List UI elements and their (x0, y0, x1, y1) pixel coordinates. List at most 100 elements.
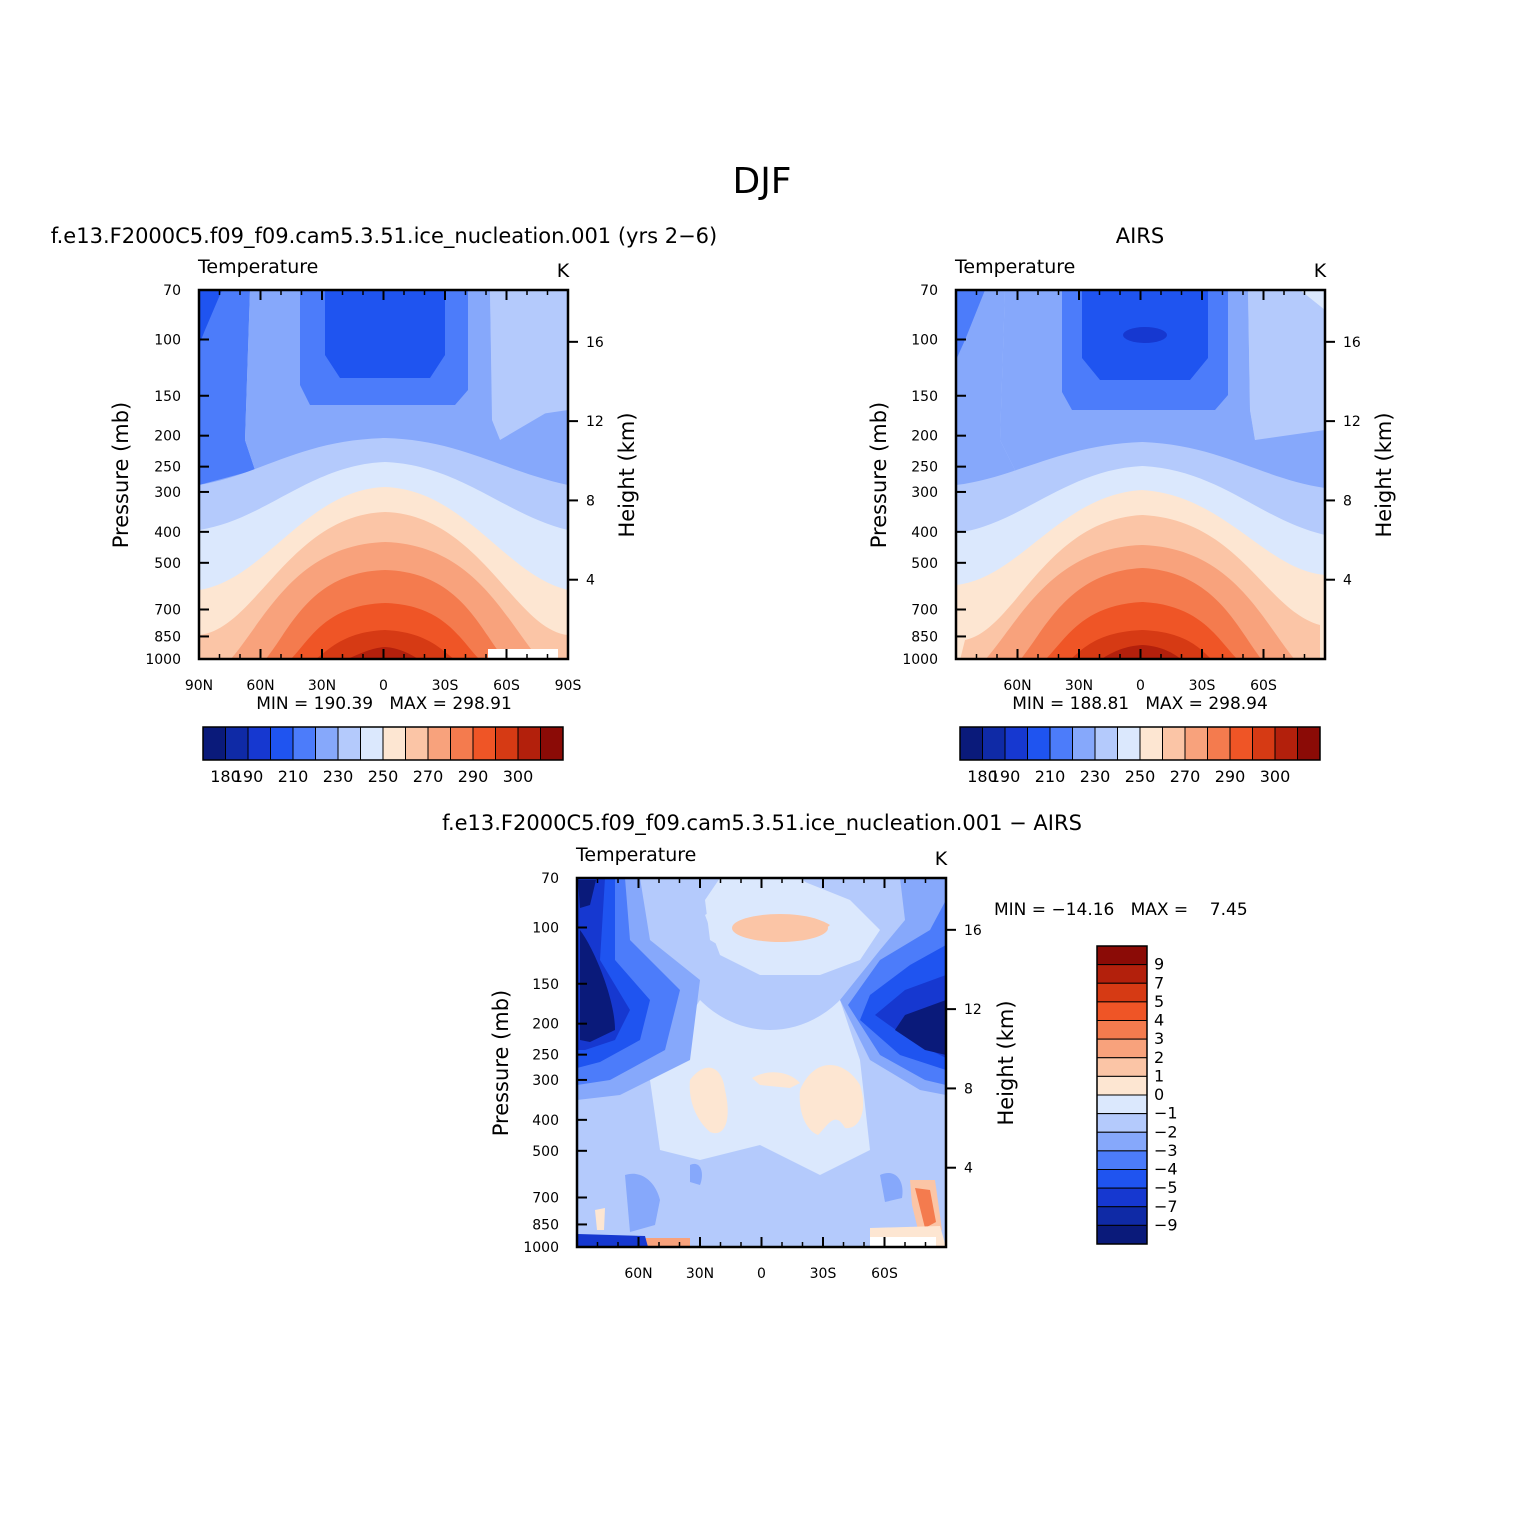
obs-y2-tick-label: 4 (1343, 573, 1352, 589)
obs-colorbar-label: 270 (1170, 767, 1201, 786)
diff-y-tick-label: 850 (532, 1217, 559, 1233)
diff-y2-tick-label: 16 (964, 923, 982, 939)
diff-colorbar-box (1096, 982, 1148, 1003)
diff-stats: MIN = −14.16 MAX = 7.45 (994, 900, 1248, 920)
obs-colorbar-box (1072, 726, 1096, 761)
model-y-tick-label: 500 (154, 556, 181, 572)
model-colorbar-label: 230 (323, 767, 354, 786)
model-y2-tick-label: 8 (586, 493, 595, 509)
obs-y-tick-label: 850 (911, 629, 938, 645)
diff-colorbar-box (1096, 1038, 1148, 1059)
model-colorbar-box (292, 726, 316, 761)
obs-x-tick-label: 0 (1136, 678, 1145, 694)
diff-colorbar-label: 5 (1154, 992, 1164, 1011)
obs-colorbar-box (1207, 726, 1231, 761)
model-colorbar-box (450, 726, 474, 761)
obs-colorbar-label: 300 (1260, 767, 1291, 786)
model-y-tick-label: 250 (154, 460, 181, 476)
obs-colorbar-box (1184, 726, 1208, 761)
diff-colorbar-box (1096, 1169, 1148, 1189)
obs-colorbar-box (982, 726, 1006, 761)
obs-y2label: Height (km) (1372, 412, 1396, 537)
model-x-tick-label: 0 (379, 678, 388, 694)
model-x-tick-label: 30S (432, 678, 459, 694)
obs-colorbar-label: 180 (967, 767, 998, 786)
diff-colorbar-label: 2 (1154, 1048, 1164, 1067)
diff-colorbar-box (1096, 1187, 1148, 1208)
obs-colorbar-box (1004, 726, 1028, 761)
obs-y-tick-label: 70 (920, 283, 938, 299)
model-colorbar-box (360, 726, 384, 761)
diff-x-tick-label: 0 (757, 1266, 766, 1282)
diff-y-tick-label: 100 (532, 920, 559, 936)
model-y-tick-label: 300 (154, 485, 181, 501)
model-y-tick-label: 850 (154, 629, 181, 645)
model-upper-right-light (490, 290, 568, 420)
diff-colorbar-label: 7 (1154, 973, 1164, 992)
model-y2-tick-label: 16 (586, 335, 604, 351)
model-colorbar-box (270, 726, 294, 761)
model-x-tick-label: 30N (308, 678, 336, 694)
diff-colorbar-box (1096, 964, 1148, 984)
diff-x-tick-label: 30S (810, 1266, 837, 1282)
model-colorbar-box (247, 726, 271, 761)
obs-colorbar-box (1139, 726, 1163, 761)
diff-y-tick-label: 1000 (523, 1240, 559, 1256)
diff-y2label: Height (km) (994, 1000, 1018, 1125)
model-colorbar-box (202, 726, 226, 761)
diff-y-tick-label: 70 (541, 871, 559, 887)
model-units-label: K (557, 260, 570, 282)
model-colorbar-label: 270 (413, 767, 444, 786)
diff-panel: f.e13.F2000C5.f09_f09.cam5.3.51.ice_nucl… (442, 811, 1248, 1282)
obs-colorbar-label: 210 (1035, 767, 1066, 786)
obs-stats: MIN = 188.81 MAX = 298.94 (1012, 694, 1268, 714)
diff-warm-spot-right (799, 1065, 864, 1135)
diff-colorbar-label: −7 (1154, 1197, 1178, 1216)
diff-y-tick-label: 400 (532, 1113, 559, 1129)
diff-colorbar-box (1096, 1020, 1148, 1040)
model-colorbar-box (382, 726, 406, 761)
diff-colorbar-box (1096, 1113, 1148, 1133)
diff-y-tick-label: 500 (532, 1144, 559, 1160)
diff-colorbar-box (1096, 1131, 1148, 1152)
diff-y-tick-label: 700 (532, 1191, 559, 1207)
model-y-tick-label: 100 (154, 332, 181, 348)
diff-colorbar-box (1096, 1057, 1148, 1077)
diff-colorbar-label: −1 (1154, 1104, 1178, 1123)
obs-colorbar-box (1229, 726, 1253, 761)
obs-y-tick-label: 400 (911, 525, 938, 541)
obs-warm-dome (956, 442, 1325, 659)
model-ylabel: Pressure (mb) (109, 402, 133, 549)
model-colorbar-box (225, 726, 249, 761)
obs-colorbar-label: 250 (1125, 767, 1156, 786)
model-y-tick-label: 200 (154, 429, 181, 445)
model-colorbar-box (337, 726, 361, 761)
model-colorbar-label: 290 (458, 767, 489, 786)
diff-colorbar-box (1096, 1001, 1148, 1021)
model-colorbar-label: 210 (278, 767, 309, 786)
obs-title: AIRS (1116, 224, 1164, 248)
obs-y-tick-label: 700 (911, 603, 938, 619)
model-y2label: Height (km) (615, 412, 639, 537)
diff-colorbar-box (1096, 1206, 1148, 1226)
diff-ylabel: Pressure (mb) (489, 990, 513, 1137)
diff-y2-tick-label: 8 (964, 1081, 973, 1097)
diff-colorbar-label: 1 (1154, 1066, 1164, 1085)
obs-variable-label: Temperature (954, 256, 1075, 278)
obs-colorbar-box (959, 726, 983, 761)
diff-warm-spot-center (752, 1072, 800, 1088)
diff-colorbar-label: 9 (1154, 955, 1164, 974)
model-x-tick-label: 90N (185, 678, 213, 694)
obs-colorbar-box (1094, 726, 1118, 761)
diff-colorbar-frame (1096, 945, 1148, 1245)
model-colorbar-label: 180 (210, 767, 241, 786)
model-colorbar-box (405, 726, 429, 761)
model-y-tick-label: 700 (154, 603, 181, 619)
diff-y2-tick-label: 12 (964, 1002, 982, 1018)
diff-x-tick-label: 60N (624, 1266, 652, 1282)
obs-y-tick-label: 100 (911, 332, 938, 348)
model-upper-left-darker (199, 290, 222, 345)
page-title: DJF (732, 161, 791, 202)
obs-y2-tick-label: 16 (1343, 335, 1361, 351)
